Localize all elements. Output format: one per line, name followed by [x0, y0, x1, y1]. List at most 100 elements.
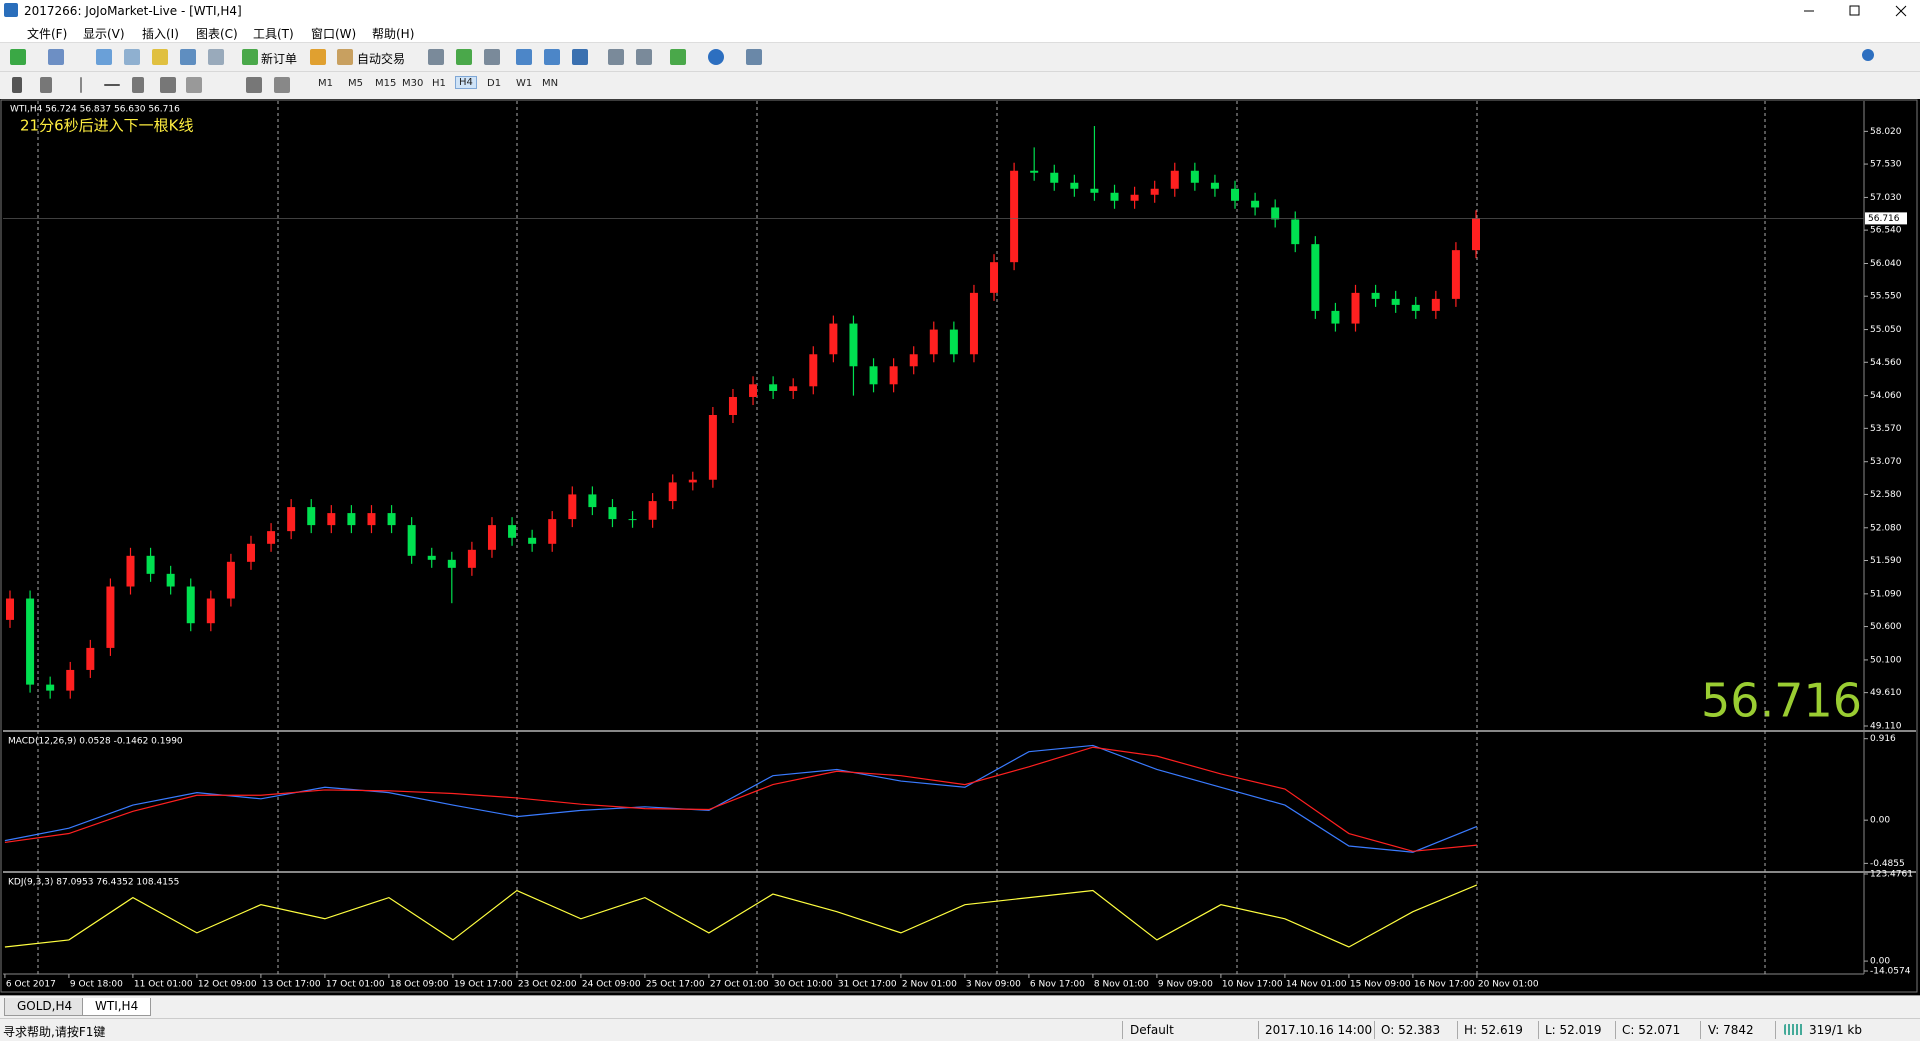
x-tick-label: 13 Oct 17:00 [262, 980, 321, 990]
timeframe[interactable]: W1 [516, 78, 533, 89]
menu-item[interactable]: 帮助(H) [372, 27, 415, 41]
tool-button[interactable] [608, 49, 624, 65]
candle-body [6, 598, 14, 620]
menu-item[interactable]: 插入(I) [142, 27, 179, 41]
tool-button[interactable] [456, 49, 472, 65]
chart-tab[interactable]: GOLD,H4 [4, 998, 86, 1016]
timeframe[interactable]: D1 [487, 78, 502, 89]
menu-item[interactable]: 工具(T) [253, 27, 294, 41]
auto-trading-button[interactable]: 自动交易 [357, 52, 406, 66]
tool-button[interactable] [12, 77, 22, 93]
timeframe[interactable]: H1 [432, 78, 446, 89]
status-time: 2017.10.16 14:00 [1265, 1023, 1373, 1037]
candle-body [186, 586, 195, 624]
chart-frame [0, 99, 1918, 993]
tool-button[interactable] [10, 49, 26, 65]
candle-body [46, 684, 55, 691]
candle-body [1010, 170, 1019, 263]
status-traffic: 319/1 kb [1809, 1023, 1862, 1037]
candle-body [467, 549, 476, 568]
tool-button[interactable] [516, 49, 532, 65]
tool-button[interactable] [572, 49, 588, 65]
timeframe[interactable]: M15 [375, 78, 397, 89]
candle-body [307, 507, 316, 526]
candle-body [1391, 298, 1400, 305]
tool-button[interactable] [274, 77, 290, 93]
new-order-button[interactable]: 新订单 [261, 52, 298, 66]
tool-button[interactable] [544, 49, 560, 65]
tool-button[interactable] [186, 77, 202, 93]
y-tick-label: -0.4855 [1870, 859, 1905, 869]
y-tick-label: 50.100 [1870, 655, 1902, 665]
menu-item[interactable]: 文件(F) [27, 27, 68, 41]
y-tick-label: 58.020 [1870, 127, 1902, 137]
menu-item[interactable]: 显示(V) [83, 27, 125, 41]
candle-body [1411, 304, 1420, 311]
y-tick-label: -14.0574 [1870, 967, 1911, 977]
separator [1538, 1021, 1539, 1039]
timeframe[interactable]: M30 [402, 78, 424, 89]
status-close: C: 52.071 [1622, 1023, 1681, 1037]
candle-body [447, 559, 456, 568]
window-title: 2017266: JoJoMarket-Live - [WTI,H4] [24, 4, 242, 18]
candle-body [1210, 182, 1219, 189]
candle-body [528, 537, 537, 544]
tool-button[interactable] [428, 49, 444, 65]
tool-button[interactable] [246, 77, 262, 93]
y-tick-label: 123.4761 [1870, 870, 1913, 880]
tool-button[interactable] [484, 49, 500, 65]
tool-button[interactable] [670, 49, 686, 65]
candle-body [487, 525, 496, 550]
tool-button[interactable] [746, 49, 762, 65]
candle-body [1311, 244, 1320, 311]
candle-body [347, 513, 356, 526]
candle-body [287, 507, 296, 532]
tool-button[interactable] [208, 49, 224, 65]
separator [1122, 1021, 1123, 1039]
candle-body [146, 555, 155, 574]
tool-button[interactable] [152, 49, 168, 65]
candle-body [1130, 194, 1139, 201]
candle-body [769, 384, 778, 391]
candle-body [206, 598, 215, 624]
search-button[interactable] [1862, 49, 1874, 61]
timeframe[interactable]: M5 [348, 78, 363, 89]
candle-body [1271, 207, 1280, 220]
tool-button[interactable] [242, 49, 258, 65]
candle-body [1371, 292, 1380, 299]
last-price-label: 56.716 [1868, 214, 1900, 224]
tool-button[interactable] [337, 49, 353, 65]
x-tick-label: 18 Oct 09:00 [390, 980, 449, 990]
y-tick-label: 51.090 [1870, 589, 1902, 599]
menu-item[interactable]: 图表(C) [196, 27, 238, 41]
y-tick-label: 55.550 [1870, 292, 1902, 302]
y-tick-label: 53.570 [1870, 424, 1902, 434]
candle-body [1231, 188, 1240, 201]
menu-bar: 文件(F) 显示(V) 插入(I) 图表(C) 工具(T) 窗口(W) 帮助(H… [0, 22, 1920, 43]
timeframe[interactable]: M1 [318, 78, 333, 89]
tool-button[interactable] [180, 49, 196, 65]
tool-button[interactable] [48, 49, 64, 65]
timeframe[interactable]: MN [542, 78, 559, 89]
chart-tab[interactable]: WTI,H4 [82, 998, 152, 1016]
candle-body [568, 494, 577, 520]
tool-button[interactable] [40, 77, 52, 93]
tool-button[interactable] [310, 49, 326, 65]
y-tick-label: 56.040 [1870, 259, 1902, 269]
tool-button[interactable] [124, 49, 140, 65]
window-controls[interactable] [1780, 0, 1920, 22]
menu-item[interactable]: 窗口(W) [311, 27, 357, 41]
tool-button[interactable] [636, 49, 652, 65]
tool-button[interactable] [708, 49, 724, 65]
x-tick-label: 2 Nov 01:00 [902, 980, 957, 990]
tool-button[interactable] [96, 49, 112, 65]
timeframe[interactable]: H4 [455, 76, 477, 89]
separator [1775, 1021, 1776, 1039]
candle-body [246, 543, 255, 562]
tool-button[interactable] [132, 77, 144, 93]
tool-button[interactable] [160, 77, 176, 93]
tool-button[interactable] [80, 77, 82, 93]
y-tick-label: 52.580 [1870, 490, 1902, 500]
x-tick-label: 15 Nov 09:00 [1350, 980, 1411, 990]
tool-button[interactable] [104, 84, 120, 86]
